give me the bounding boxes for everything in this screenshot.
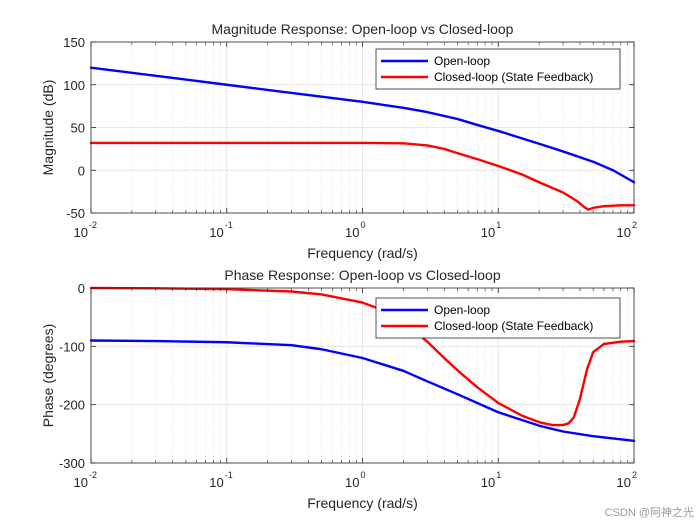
legend-box <box>375 297 621 339</box>
y-tick-label: -100 <box>59 339 85 354</box>
series-line-closed-loop <box>89 141 636 211</box>
x-tick-label-base: 10 <box>74 475 88 490</box>
legend-label-open-loop: Open-loop <box>434 54 490 68</box>
x-tick-label-base: 10 <box>481 475 495 490</box>
y-tick-label: 0 <box>78 281 85 296</box>
x-tick-label-exponent: -1 <box>225 470 233 480</box>
chart-title: Magnitude Response: Open-loop vs Closed-… <box>212 21 514 37</box>
y-tick-label: -200 <box>59 398 85 413</box>
y-tick-label: -300 <box>59 456 85 471</box>
x-tick-label-base: 10 <box>345 475 359 490</box>
y-tick-label: 100 <box>63 78 85 93</box>
chart-title: Phase Response: Open-loop vs Closed-loop <box>224 267 500 283</box>
x-tick-label-exponent: 2 <box>632 220 637 230</box>
x-tick-label-exponent: -1 <box>225 220 233 230</box>
x-tick-label-exponent: 1 <box>496 220 501 230</box>
x-tick-label-exponent: -2 <box>89 220 97 230</box>
series-line-closed-loop <box>89 286 636 427</box>
x-tick-label-base: 10 <box>617 225 631 240</box>
x-tick-label-base: 10 <box>209 225 223 240</box>
series-line-open-loop <box>89 339 636 443</box>
x-tick-label-base: 10 <box>617 475 631 490</box>
legend: Open-loop Closed-loop (State Feedback) <box>375 297 621 339</box>
x-axis-label: Frequency (rad/s) <box>307 495 417 511</box>
x-tick-label-base: 10 <box>481 225 495 240</box>
x-tick-label-base: 10 <box>345 225 359 240</box>
x-tick-label-exponent: 0 <box>361 220 366 230</box>
legend-label-closed-loop: Closed-loop (State Feedback) <box>434 319 593 333</box>
x-tick-label-base: 10 <box>209 475 223 490</box>
legend: Open-loop Closed-loop (State Feedback) <box>375 48 621 90</box>
y-tick-label: 0 <box>78 163 85 178</box>
x-tick-label-base: 10 <box>74 225 88 240</box>
y-axis-label: Magnitude (dB) <box>40 80 56 176</box>
y-axis-label: Phase (degrees) <box>40 324 56 428</box>
x-tick-label-exponent: 2 <box>632 470 637 480</box>
legend-label-open-loop: Open-loop <box>434 303 490 317</box>
legend-box <box>375 48 621 90</box>
legend-label-closed-loop: Closed-loop (State Feedback) <box>434 70 593 84</box>
x-tick-label-exponent: 0 <box>361 470 366 480</box>
watermark-text: CSDN @阿神之光 <box>605 505 694 519</box>
y-tick-label: -50 <box>66 206 85 221</box>
x-axis-label: Frequency (rad/s) <box>307 245 417 261</box>
x-tick-label-exponent: 1 <box>496 470 501 480</box>
x-tick-label-exponent: -2 <box>89 470 97 480</box>
series-line-open-loop <box>89 66 636 184</box>
y-tick-label: 50 <box>71 121 85 136</box>
y-tick-label: 150 <box>63 35 85 50</box>
